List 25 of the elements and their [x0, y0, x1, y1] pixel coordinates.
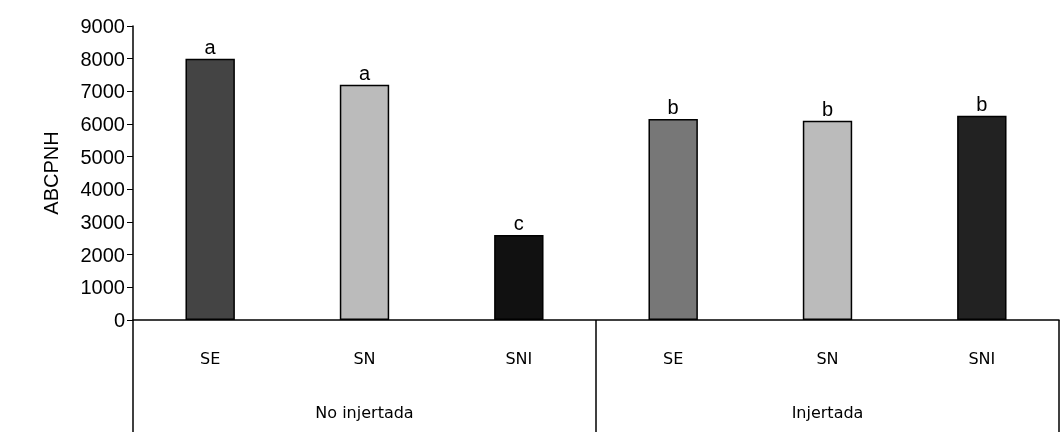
y-tick-label: 1000	[80, 276, 125, 299]
text: Injertada	[791, 402, 864, 422]
data-label: b	[976, 92, 988, 115]
data-label: b	[821, 97, 834, 120]
y-tick-label: 8000	[80, 47, 125, 70]
y-tick-label: 0	[113, 309, 125, 331]
x-tick-label: SNI	[968, 348, 996, 368]
x-tick-label: SE	[663, 348, 684, 368]
y-axis-title: ABCPNH	[40, 131, 62, 215]
y-tick-label: 5000	[80, 145, 125, 168]
y-tick-label: 3000	[80, 211, 125, 233]
y-tick-label: 9000	[80, 15, 125, 37]
y-tick-label: 6000	[80, 113, 125, 135]
text: No injertada	[315, 402, 414, 422]
data-label: a	[358, 61, 371, 84]
y-tick-label: 2000	[80, 243, 125, 266]
data-label: a	[204, 35, 217, 58]
data-label: b	[667, 96, 679, 119]
data-label: c	[513, 212, 524, 235]
x-tick-label: SN	[816, 348, 839, 368]
y-tick-label: 7000	[80, 80, 125, 103]
x-tick-label: SN	[353, 348, 376, 368]
y-tick-label: 4000	[80, 178, 125, 201]
x-tick-label: SNI	[505, 348, 533, 368]
x-tick-label: SE	[200, 348, 221, 368]
